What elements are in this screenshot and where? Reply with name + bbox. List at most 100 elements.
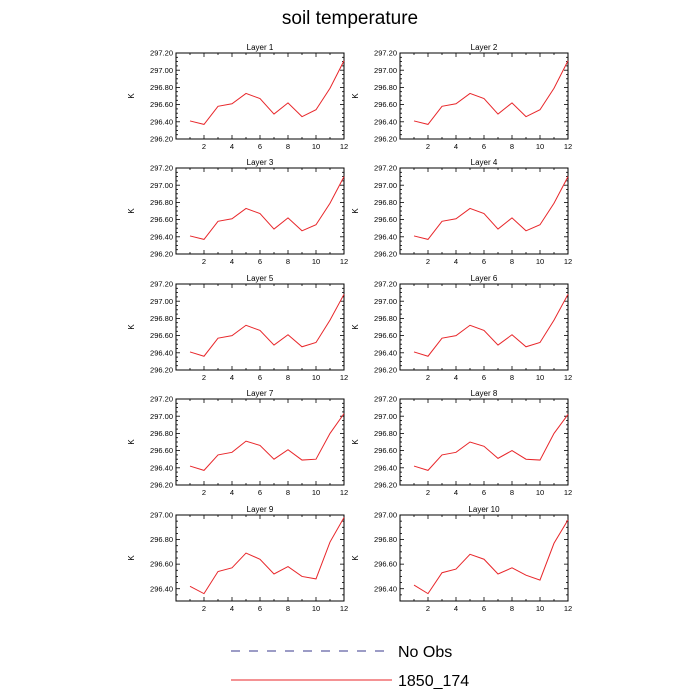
y-tick-label: 297.20 [374, 395, 397, 404]
panel-title: Layer 3 [247, 158, 274, 167]
y-tick-label: 296.80 [150, 535, 173, 544]
y-tick-label: 296.60 [150, 215, 173, 224]
panel-title: Layer 10 [468, 505, 500, 514]
x-tick-label: 2 [202, 142, 206, 151]
series-line [189, 517, 345, 595]
x-tick-label: 2 [426, 257, 430, 266]
x-tick-label: 10 [536, 257, 544, 266]
x-tick-label: 4 [230, 142, 234, 151]
panel-title: Layer 9 [247, 505, 274, 514]
y-tick-label: 296.60 [374, 100, 397, 109]
y-tick-label: 297.00 [150, 181, 173, 190]
x-tick-label: 6 [258, 142, 262, 151]
panel-layer-7: Layer 7 K 2 4 6 8 10 12 296.20 296.40 296.60 296.80… [127, 389, 348, 497]
x-tick-label: 2 [202, 373, 206, 382]
y-tick-label: 297.20 [374, 49, 397, 58]
x-tick-label: 2 [426, 373, 430, 382]
panel-layer-8: Layer 8 K 2 4 6 8 10 12 296.20 296.40 296.60 296.80… [351, 389, 572, 497]
x-tick-label: 12 [564, 257, 572, 266]
x-tick-label: 6 [258, 373, 262, 382]
y-tick-label: 297.00 [150, 412, 173, 421]
y-tick-label: 297.00 [374, 511, 397, 520]
y-tick-label: 297.20 [150, 49, 173, 58]
y-tick-label: 296.40 [374, 584, 397, 593]
y-tick-label: 296.40 [374, 348, 397, 357]
y-axis-label: K [127, 555, 136, 561]
y-tick-label: 296.40 [150, 463, 173, 472]
x-tick-label: 10 [536, 488, 544, 497]
x-tick-label: 8 [286, 257, 290, 266]
y-tick-label: 297.20 [150, 395, 173, 404]
y-tick-label: 296.20 [150, 366, 173, 375]
plot-frame [175, 52, 345, 140]
y-tick-label: 296.60 [150, 560, 173, 569]
series-line [413, 60, 569, 125]
y-tick-label: 296.60 [150, 446, 173, 455]
x-tick-label: 4 [454, 373, 458, 382]
panel-title: Layer 6 [471, 274, 498, 283]
y-tick-label: 296.80 [374, 314, 397, 323]
y-tick-label: 296.20 [150, 250, 173, 259]
x-tick-label: 2 [202, 488, 206, 497]
series-line [189, 60, 345, 125]
x-tick-label: 12 [564, 142, 572, 151]
series-line [189, 294, 345, 357]
y-tick-label: 296.20 [150, 135, 173, 144]
y-tick-label: 296.60 [374, 446, 397, 455]
y-axis-label: K [351, 208, 360, 214]
panel-layer-9: Layer 9 K 2 4 6 8 10 12 296.40 296.60 296.80 297.00 [127, 505, 348, 613]
panel-layer-3: Layer 3 K 2 4 6 8 10 12 296.20 296.40 296.60 296.80… [127, 158, 348, 266]
y-tick-label: 296.80 [374, 83, 397, 92]
y-tick-label: 297.20 [374, 280, 397, 289]
x-tick-label: 12 [340, 257, 348, 266]
x-tick-label: 2 [426, 142, 430, 151]
x-tick-label: 10 [536, 604, 544, 613]
x-tick-label: 8 [510, 142, 514, 151]
x-tick-label: 10 [312, 373, 320, 382]
y-tick-label: 297.20 [150, 164, 173, 173]
x-tick-label: 10 [312, 257, 320, 266]
y-tick-label: 297.00 [150, 297, 173, 306]
x-tick-label: 4 [230, 604, 234, 613]
y-tick-label: 296.60 [374, 560, 397, 569]
y-tick-label: 296.80 [374, 198, 397, 207]
panel-title: Layer 4 [471, 158, 498, 167]
x-tick-label: 6 [258, 488, 262, 497]
plot-frame [399, 167, 569, 255]
panel-title: Layer 7 [247, 389, 274, 398]
y-axis-label: K [127, 208, 136, 214]
x-tick-label: 6 [258, 257, 262, 266]
plot-frame [399, 52, 569, 140]
panel-title: Layer 5 [247, 274, 274, 283]
x-tick-label: 10 [536, 373, 544, 382]
x-tick-label: 10 [312, 604, 320, 613]
x-tick-label: 6 [482, 142, 486, 151]
x-tick-label: 4 [454, 488, 458, 497]
panel-layer-4: Layer 4 K 2 4 6 8 10 12 296.20 296.40 296.60 296.80… [351, 158, 572, 266]
y-tick-label: 296.40 [374, 463, 397, 472]
panel-title: Layer 2 [471, 43, 498, 52]
y-tick-label: 297.00 [374, 181, 397, 190]
plot-frame [175, 283, 345, 371]
x-tick-label: 8 [510, 604, 514, 613]
panel-layer-5: Layer 5 K 2 4 6 8 10 12 296.20 296.40 296.60 296.80… [127, 274, 348, 382]
x-tick-label: 8 [286, 488, 290, 497]
y-tick-label: 296.80 [150, 314, 173, 323]
y-tick-label: 296.20 [374, 481, 397, 490]
y-tick-label: 296.40 [150, 348, 173, 357]
series-line [413, 414, 569, 471]
series-line [189, 176, 345, 240]
panel-layer-1: Layer 1 K 2 4 6 8 10 12 296.20 296.40 296.60 296.80… [127, 43, 348, 151]
x-tick-label: 10 [312, 488, 320, 497]
y-tick-label: 296.80 [150, 429, 173, 438]
x-tick-label: 10 [536, 142, 544, 151]
x-tick-label: 12 [564, 373, 572, 382]
y-tick-label: 297.20 [374, 164, 397, 173]
x-tick-label: 12 [340, 142, 348, 151]
x-tick-label: 2 [202, 604, 206, 613]
y-tick-label: 296.60 [374, 331, 397, 340]
y-axis-label: K [351, 439, 360, 445]
x-tick-label: 6 [482, 604, 486, 613]
y-tick-label: 296.60 [150, 331, 173, 340]
